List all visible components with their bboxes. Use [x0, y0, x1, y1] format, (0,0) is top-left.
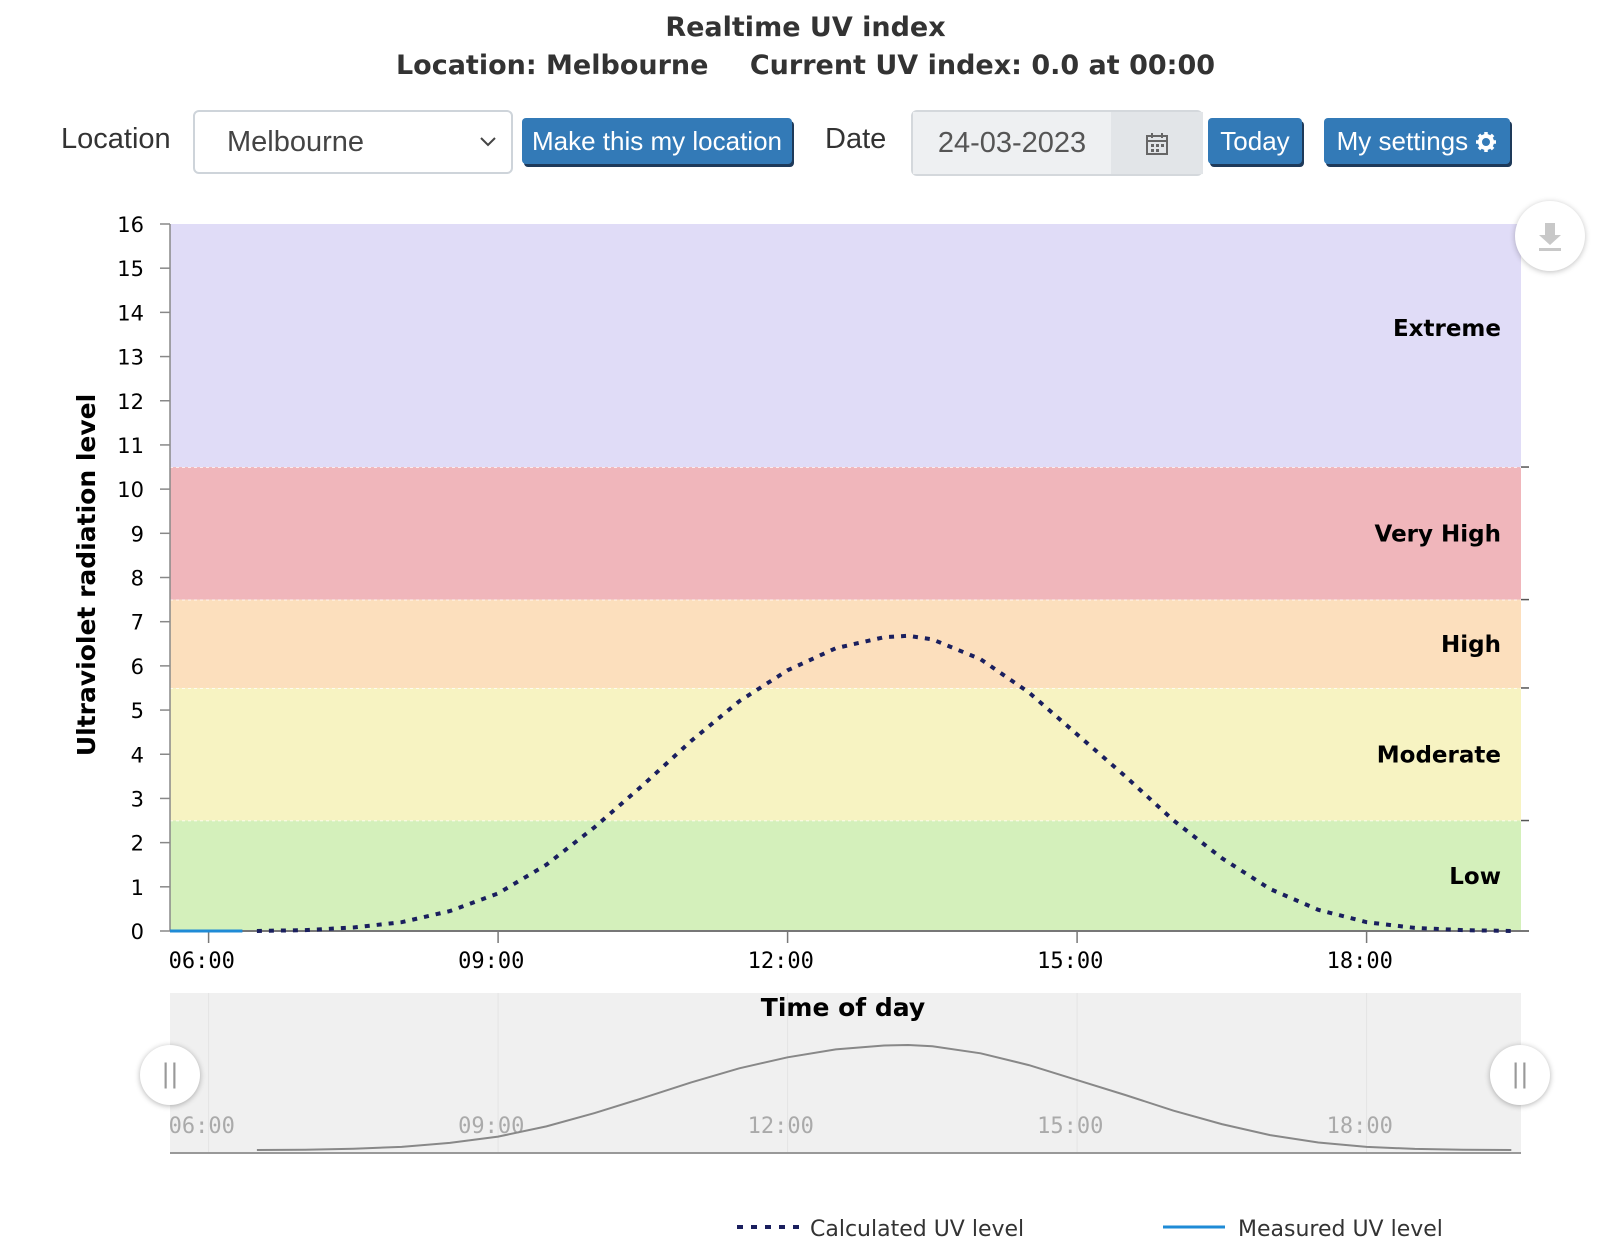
navigator-tick-label: 18:00 — [1327, 1114, 1393, 1139]
navigator-right-handle[interactable]: || — [1490, 1045, 1550, 1105]
make-location-button[interactable]: Make this my location — [522, 118, 792, 164]
location-select[interactable]: Melbourne — [193, 110, 513, 174]
settings-button[interactable]: My settings — [1324, 118, 1510, 164]
band-label-moderate: Moderate — [1377, 742, 1501, 768]
current-uv-subtitle: Current UV index: 0.0 at 00:00 — [749, 50, 1216, 81]
chart-subtitle: Location: Melbourne Current UV index: 0.… — [0, 46, 1611, 86]
navigator-tick-label: 12:00 — [748, 1114, 814, 1139]
navigator-tick-label: 15:00 — [1037, 1114, 1103, 1139]
y-tick-label: 1 — [131, 876, 144, 900]
calendar-icon — [1145, 129, 1169, 157]
date-picker[interactable]: 24-03-2023 — [911, 110, 1203, 176]
y-tick-label: 5 — [131, 699, 144, 723]
navigator[interactable]: 06:00 09:00 12:00 15:00 18:00 — [169, 993, 1521, 1154]
chevron-down-icon — [479, 112, 497, 195]
chart-title: Realtime UV index — [665, 12, 946, 43]
y-axis-label: Ultraviolet radiation level — [72, 394, 101, 756]
legend: Calculated UV level Measured UV level — [737, 1217, 1443, 1238]
download-button[interactable] — [1515, 201, 1585, 271]
band-low — [170, 820, 1521, 931]
gear-icon — [1475, 126, 1497, 156]
legend-label-measured-uv-level: Measured UV level — [1238, 1217, 1443, 1238]
x-tick-label: 12:00 — [748, 949, 814, 974]
y-tick-label: 0 — [131, 920, 144, 944]
band-label-extreme: Extreme — [1393, 316, 1501, 342]
x-tick-label: 15:00 — [1037, 949, 1103, 974]
controls-bar: Location Melbourne Make this my location… — [0, 105, 1611, 177]
y-tick-label: 12 — [117, 390, 144, 414]
drag-handle-icon: || — [161, 1059, 179, 1089]
y-tick-label: 2 — [131, 832, 144, 856]
y-tick-label: 8 — [131, 567, 144, 591]
chart-series — [170, 633, 1512, 933]
y-tick-label: 16 — [117, 213, 144, 237]
navigator-background — [170, 993, 1521, 1153]
settings-button-label: My settings — [1336, 126, 1469, 156]
y-tick-label: 14 — [117, 301, 144, 325]
navigator-tick-label: 09:00 — [458, 1114, 524, 1139]
navigator-series — [256, 1043, 1512, 1151]
series-calculated-uv-level — [256, 633, 1512, 933]
navigator-left-handle[interactable]: || — [140, 1045, 200, 1105]
band-high — [170, 599, 1521, 688]
y-tick-label: 11 — [117, 434, 144, 458]
download-icon — [1536, 218, 1564, 253]
y-tick-label: 6 — [131, 655, 144, 679]
drag-handle-icon: || — [1511, 1059, 1529, 1089]
y-tick-label: 7 — [131, 611, 144, 635]
uv-band-labels: Low Moderate High Very High Extreme — [1375, 316, 1501, 890]
date-input[interactable]: 24-03-2023 — [913, 112, 1111, 174]
chart-header: Realtime UV index Location: Melbourne Cu… — [0, 10, 1611, 86]
x-tick-label: 09:00 — [458, 949, 524, 974]
y-tick-label: 15 — [117, 257, 144, 281]
x-tick-label: 06:00 — [169, 949, 235, 974]
location-select-value: Melbourne — [227, 126, 365, 158]
x-tick-label: 18:00 — [1327, 949, 1393, 974]
y-tick-label: 4 — [131, 743, 144, 767]
x-axis-label: Time of day — [761, 993, 925, 1022]
y-tick-label: 3 — [131, 787, 144, 811]
band-extreme — [170, 224, 1521, 468]
band-label-low: Low — [1449, 864, 1501, 890]
band-very-high — [170, 467, 1521, 600]
calendar-button[interactable] — [1111, 112, 1203, 174]
x-axis: 06:00 09:00 12:00 15:00 18:00 — [169, 930, 1529, 974]
location-label: Location — [61, 123, 171, 155]
y-tick-label: 13 — [117, 346, 144, 370]
y-tick-label: 9 — [131, 522, 144, 546]
date-label: Date — [825, 123, 887, 155]
location-subtitle: Location: Melbourne — [395, 50, 709, 81]
band-moderate — [170, 687, 1521, 821]
legend-label-calculated-uv-level: Calculated UV level — [810, 1217, 1024, 1238]
band-label-very-high: Very High — [1375, 521, 1501, 547]
y-tick-label: 10 — [117, 478, 144, 502]
uv-bands — [170, 223, 1529, 931]
navigator-tick-label: 06:00 — [169, 1114, 235, 1139]
band-label-high: High — [1441, 632, 1501, 658]
today-button[interactable]: Today — [1208, 118, 1302, 164]
